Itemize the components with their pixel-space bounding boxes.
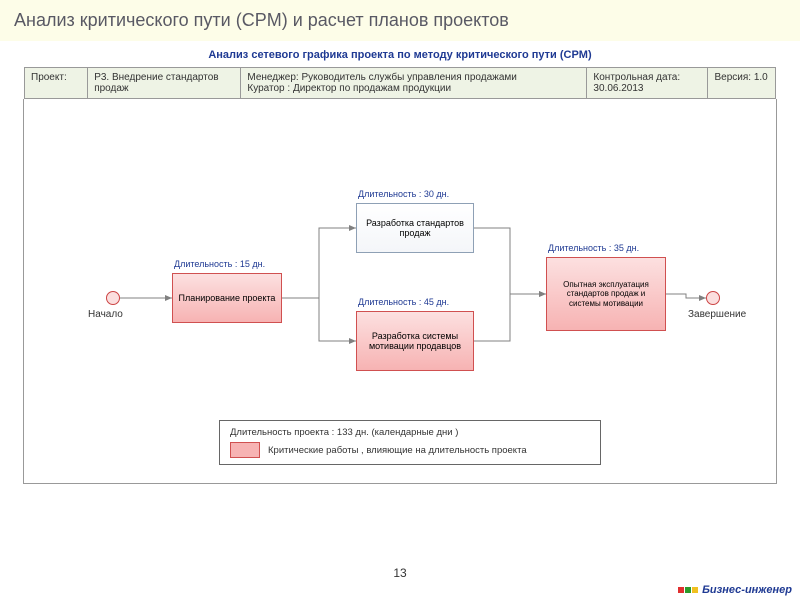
- legend-swatch: [230, 442, 260, 458]
- flowchart-node: Разработка стандартов продаж: [356, 203, 474, 253]
- version-value: 1.0: [754, 72, 768, 83]
- curator-value: Директор по продажам продукции: [293, 83, 451, 94]
- edge: [282, 298, 356, 341]
- project-label: Проект:: [31, 72, 67, 83]
- manager-value: Руководитель службы управления продажами: [301, 72, 516, 83]
- edge: [282, 228, 356, 298]
- start-label: Начало: [88, 309, 123, 320]
- title-text: Анализ критического пути (CPM) и расчет …: [14, 10, 509, 30]
- header-table: Проект: Р3. Внедрение стандартов продаж …: [24, 67, 776, 99]
- edge: [474, 228, 546, 294]
- edge: [666, 294, 706, 298]
- version-label: Версия:: [714, 72, 751, 83]
- page-number: 13: [0, 566, 800, 580]
- page-title: Анализ критического пути (CPM) и расчет …: [0, 0, 800, 41]
- edge: [474, 294, 546, 341]
- manager-label: Менеджер:: [247, 72, 298, 83]
- node-label: Планирование проекта: [177, 293, 277, 303]
- duration-label: Длительность : 15 дн.: [174, 259, 265, 269]
- curator-label: Куратор :: [247, 83, 290, 94]
- flowchart-node: Разработка системы мотивации продавцов: [356, 311, 474, 371]
- subtitle: Анализ сетевого графика проекта по метод…: [0, 41, 800, 67]
- subtitle-text: Анализ сетевого графика проекта по метод…: [208, 49, 591, 61]
- brand: Бизнес-инженер: [678, 584, 792, 596]
- control-date-value: 30.06.2013: [593, 83, 643, 94]
- brand-text: Бизнес-инженер: [702, 584, 792, 596]
- control-date-label: Контрольная дата:: [593, 72, 680, 83]
- legend-duration: Длительность проекта : 133 дн. (календар…: [230, 427, 590, 438]
- flowchart-node: Планирование проекта: [172, 273, 282, 323]
- duration-label: Длительность : 35 дн.: [548, 243, 639, 253]
- start-node: [106, 291, 120, 305]
- brand-logo-icon: [678, 587, 698, 593]
- diagram-area: Начало Завершение Планирование проекта Длит…: [23, 99, 777, 484]
- flowchart-node: Опытная эксплуатация стандартов продаж и…: [546, 257, 666, 331]
- node-label: Разработка системы мотивации продавцов: [361, 331, 469, 352]
- duration-label: Длительность : 30 дн.: [358, 189, 449, 199]
- node-label: Разработка стандартов продаж: [361, 218, 469, 239]
- node-label: Опытная эксплуатация стандартов продаж и…: [551, 280, 661, 308]
- end-label: Завершение: [688, 309, 746, 320]
- duration-label: Длительность : 45 дн.: [358, 297, 449, 307]
- legend: Длительность проекта : 133 дн. (календар…: [219, 420, 601, 465]
- legend-critical-text: Критические работы , влияющие на длитель…: [268, 445, 527, 456]
- project-value: Р3. Внедрение стандартов продаж: [94, 72, 218, 94]
- end-node: [706, 291, 720, 305]
